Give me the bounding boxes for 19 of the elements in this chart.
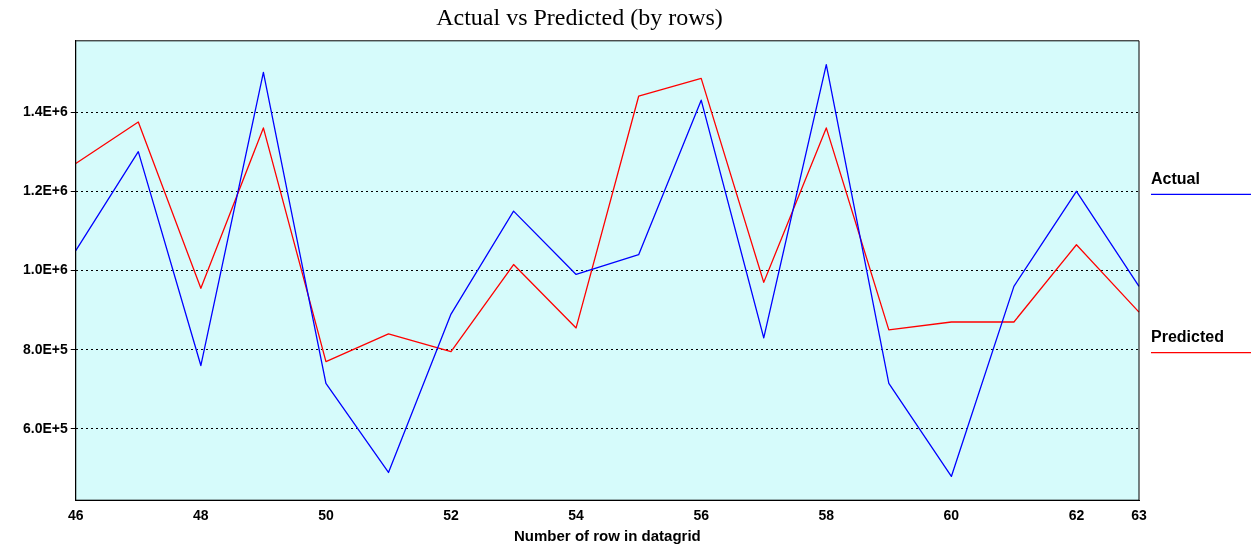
text: Actual — [1151, 169, 1200, 187]
x-tick-label: 46 — [67, 507, 84, 524]
x-tick-label: 50 — [318, 507, 334, 524]
x-tick-label: 56 — [693, 507, 710, 524]
y-tick-label: 6.0E+5 — [23, 419, 68, 436]
x-tick-label: 48 — [193, 507, 209, 524]
x-tick-label: 58 — [818, 507, 835, 524]
y-tick-label: 8.0E+5 — [23, 340, 68, 357]
y-tick-label: 1.2E+6 — [23, 182, 68, 199]
x-axis-title: Number of row in datagrid — [514, 527, 701, 545]
series-label: Predicted — [1151, 328, 1224, 346]
x-tick-label: 63 — [1131, 507, 1147, 524]
chart-title: Actual vs Predicted (by rows) — [436, 3, 723, 30]
x-tick-label: 54 — [568, 507, 585, 524]
y-tick-label: 1.0E+6 — [23, 261, 68, 278]
x-tick-label: 52 — [443, 507, 460, 524]
y-tick-label: 1.4E+6 — [23, 102, 68, 119]
x-tick-label: 62 — [1068, 507, 1085, 524]
x-tick-label: 60 — [943, 507, 960, 524]
